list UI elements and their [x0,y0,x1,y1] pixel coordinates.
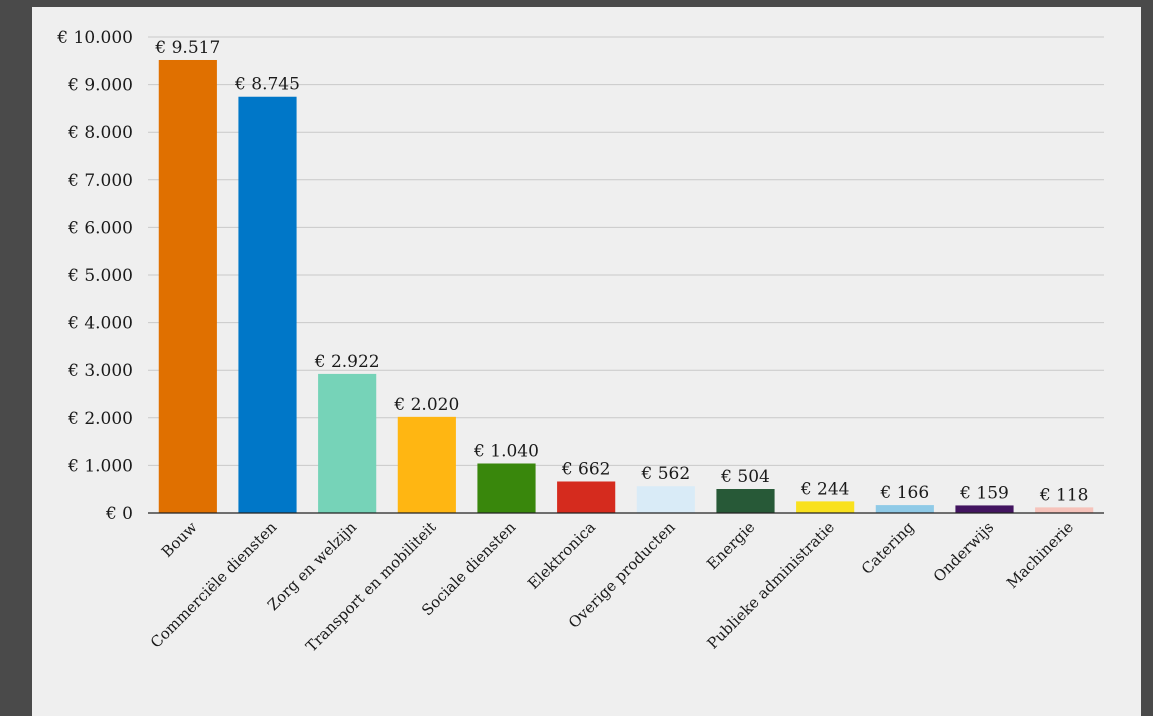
bar-2 [238,96,297,513]
x-tick-label: Machinerie [1003,518,1077,592]
y-tick-label: € 4.000 [67,314,133,334]
bar-8 [716,489,775,513]
x-tick-label: Elektronica [524,518,599,593]
y-tick-label: € 1.000 [67,456,133,476]
bar-10 [875,505,934,513]
data-label: € 1.040 [473,441,539,461]
bar-12 [1035,507,1094,513]
data-label: € 244 [800,479,850,499]
data-label: € 9.517 [154,38,220,58]
data-label: € 2.020 [393,395,459,415]
x-tick-label: Catering [858,518,918,578]
data-labels: € 9.517 € 8.745 € 2.922 € 2.020 € 1.040 € 662… [154,38,1088,505]
y-tick-label: € 3.000 [67,361,133,381]
y-tick-label: € 2.000 [67,409,133,429]
x-tick-label: Publieke administratie [704,518,839,653]
bar-11 [955,505,1014,513]
data-label: € 166 [879,483,929,503]
y-tick-label: € 10.000 [56,28,133,48]
bar-5 [477,463,536,513]
data-label: € 662 [561,459,611,479]
y-tick-label: € 8.000 [67,123,133,143]
bar-6 [557,481,616,513]
gridlines [148,36,1104,466]
bars [158,59,1094,514]
data-label: € 504 [720,467,770,487]
data-label: € 2.922 [314,352,380,372]
x-tick-label: Transport en mobiliteit [302,518,439,655]
bar-4 [397,416,456,513]
data-label: € 562 [640,464,690,484]
bar-1 [158,59,217,514]
y-tick-label: € 9.000 [67,76,133,96]
bar-7 [636,486,695,513]
x-tick-label: Onderwijs [930,518,998,586]
data-label: € 159 [959,483,1009,503]
y-tick-label: € 5.000 [67,266,133,286]
data-label: € 118 [1039,485,1089,505]
y-tick-label: € 7.000 [67,171,133,191]
y-tick-label: € 6.000 [67,218,133,238]
x-tick-label: Bouw [158,518,201,561]
y-tick-label: € 0 [105,504,133,524]
bar-9 [796,501,855,513]
x-tick-label: Energie [703,518,758,573]
data-label: € 8.745 [234,75,300,95]
y-axis-tick-labels: € 0 € 1.000 € 2.000 € 3.000 € 4.000 € 5.000 € … [56,28,133,524]
bar-3 [318,373,377,513]
